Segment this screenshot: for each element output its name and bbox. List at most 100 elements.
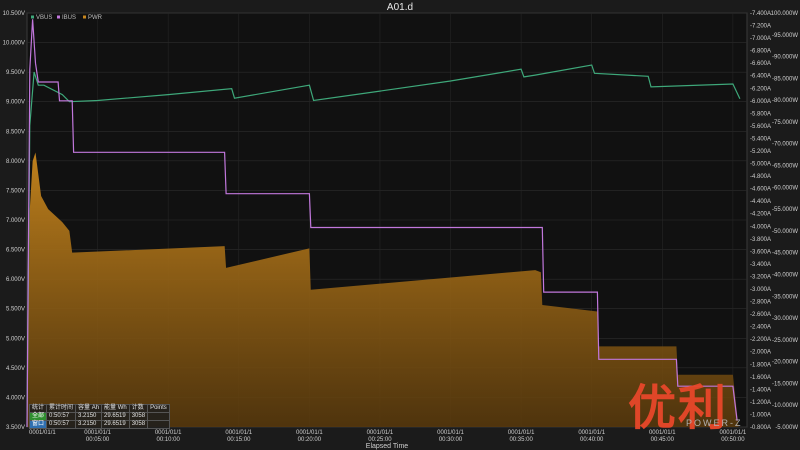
legend-label-vbus: VBUS [36,15,52,21]
legend: VBUS IBUS PWR [31,15,103,21]
stats-cell: 0:50:57 [46,420,77,429]
x-tick-label: 0001/01/1 [720,430,747,436]
right-current-tick-label: -7.400A [750,11,771,17]
right-current-tick-label: -5.400A [750,136,771,142]
stats-cell: 3058 [128,420,149,429]
right-current-tick-label: -5.200A [750,149,771,155]
x-tick-label: 00:15:00 [227,437,251,443]
right-current-tick-label: -6.600A [750,61,771,67]
right-current-tick-label: -2.800A [750,300,771,306]
series-layer [26,19,741,428]
right-current-tick-label: -4.800A [750,174,771,180]
x-tick-label: 0001/01/1 [367,430,394,436]
left-tick-label: 8.000V [6,159,25,165]
right-power-tick-label: -65.000W [772,164,798,170]
brand-logo: 优利 [628,380,729,436]
right-power-tick-label: -5.000W [775,425,798,431]
right-power-tick-label: -90.000W [772,55,798,61]
stats-header-cell: 能量 Wh [101,404,130,413]
stats-header-row: 统计 累计时间 容量 Ah 能量 Wh 计数 Points [28,404,170,413]
stats-cell [147,412,170,421]
right-current-tick-label: -3.600A [750,249,771,255]
stats-cell: 窗口 [28,420,48,429]
legend-label-pwr: PWR [88,15,103,21]
left-tick-label: 9.500V [6,70,25,76]
legend-swatch-vbus [31,15,34,19]
left-tick-label: 4.000V [6,395,25,401]
right-power-tick-label: -45.000W [772,251,798,257]
stats-cell: 3.2150 [75,420,103,429]
stats-cell: 全部 [28,412,48,421]
left-tick-label: 4.500V [6,366,25,372]
stats-cell: 3.2150 [75,412,103,421]
right-power-tick-label: -60.000W [772,185,798,191]
right-power-tick-label: -10.000W [772,403,798,409]
series-ibus-line [26,19,738,428]
axes-layer: 10.500V 10.000V 9.500V 9.000V 8.500V 8.000V 7.… [3,11,799,443]
left-tick-label: 7.500V [6,188,25,194]
left-tick-label: 10.500V [3,11,25,17]
stats-header-cell: 累计时间 [46,404,77,413]
right-current-tick-label: -4.000A [750,224,771,230]
right-current-tick-label: -7.000A [750,36,771,42]
x-tick-label: 0001/01/1 [155,430,182,436]
right-current-tick-label: -4.200A [750,212,771,218]
series-pwr-area [27,152,739,427]
stats-cell: 29.6519 [101,412,130,421]
right-current-tick-label: -5.600A [750,124,771,130]
right-current-tick-label: -6.800A [750,49,771,55]
chart-title: A01.d [387,2,413,13]
right-power-tick-label: -80.000W [772,98,798,104]
stats-cell: 0:50:57 [46,412,77,421]
stats-row-window[interactable]: 窗口 0:50:57 3.2150 29.6519 3058 [28,420,170,429]
series-vbus-line [26,64,741,428]
stats-header-cell: 计数 [128,404,149,413]
x-tick-label: 0001/01/1 [508,430,535,436]
x-tick-label: 00:40:00 [580,437,604,443]
right-power-tick-label: -30.000W [772,316,798,322]
right-power-tick-label: -70.000W [772,142,798,148]
left-tick-label: 6.000V [6,277,25,283]
right-current-tick-label: -0.800A [750,425,771,431]
x-tick-label: 0001/01/1 [296,430,323,436]
stats-header-cell: Points [147,404,170,413]
x-tick-label: 0001/01/1 [578,430,605,436]
right-power-tick-label: -95.000W [772,33,798,39]
x-tick-label: 0001/01/1 [84,430,111,436]
right-current-tick-label: -1.600A [750,375,771,381]
right-current-tick-label: -5.800A [750,111,771,117]
right-power-tick-label: -100.000W [769,11,799,17]
left-tick-label: 5.500V [6,307,25,313]
x-axis-label: Elapsed Time [366,443,409,450]
stats-row-all[interactable]: 全部 0:50:57 3.2150 29.6519 3058 [28,412,170,421]
x-tick-label: 00:10:00 [156,437,180,443]
stats-header-cell: 统计 [28,404,48,413]
right-current-tick-label: -2.000A [750,350,771,356]
x-tick-label: 00:25:00 [368,437,392,443]
stats-header-cell: 容量 Ah [75,404,103,413]
left-tick-label: 8.500V [6,129,25,135]
right-current-tick-label: -1.200A [750,400,771,406]
legend-swatch-ibus [57,15,60,19]
right-power-tick-label: -25.000W [772,338,798,344]
right-current-tick-label: -1.400A [750,387,771,393]
left-tick-label: 9.000V [6,100,25,106]
stats-table: 统计 累计时间 容量 Ah 能量 Wh 计数 Points 全部 0:50:57… [28,404,170,429]
x-tick-label: 0001/01/1 [225,430,252,436]
right-power-tick-label: -20.000W [772,360,798,366]
right-current-tick-label: -5.000A [750,162,771,168]
right-current-tick-label: -4.600A [750,187,771,193]
left-tick-label: 5.000V [6,336,25,342]
right-current-tick-label: -3.000A [750,287,771,293]
right-current-tick-label: -3.200A [750,274,771,280]
right-current-tick-label: -2.600A [750,312,771,318]
stats-cell: 3058 [128,412,149,421]
right-current-tick-label: -6.200A [750,86,771,92]
brand-logo-sub: POWER-Z [686,418,743,428]
x-tick-label: 00:35:00 [509,437,533,443]
x-tick-label: 00:05:00 [86,437,110,443]
right-current-tick-label: -2.200A [750,337,771,343]
x-tick-label: 00:30:00 [439,437,463,443]
stats-cell: 29.6519 [101,420,130,429]
